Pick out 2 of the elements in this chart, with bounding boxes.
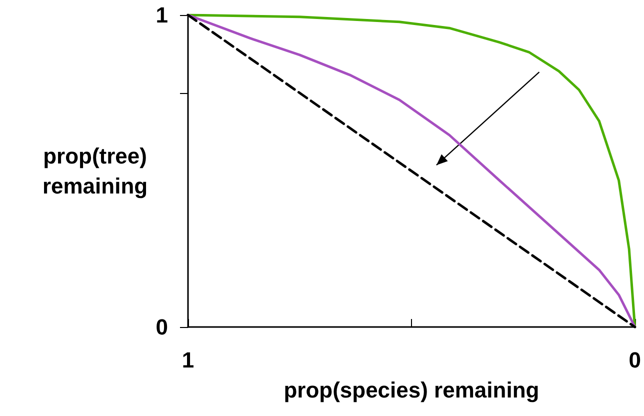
- y-axis-title: prop(tree) remaining: [42, 144, 148, 198]
- x-axis-title: prop(species) remaining: [284, 378, 540, 402]
